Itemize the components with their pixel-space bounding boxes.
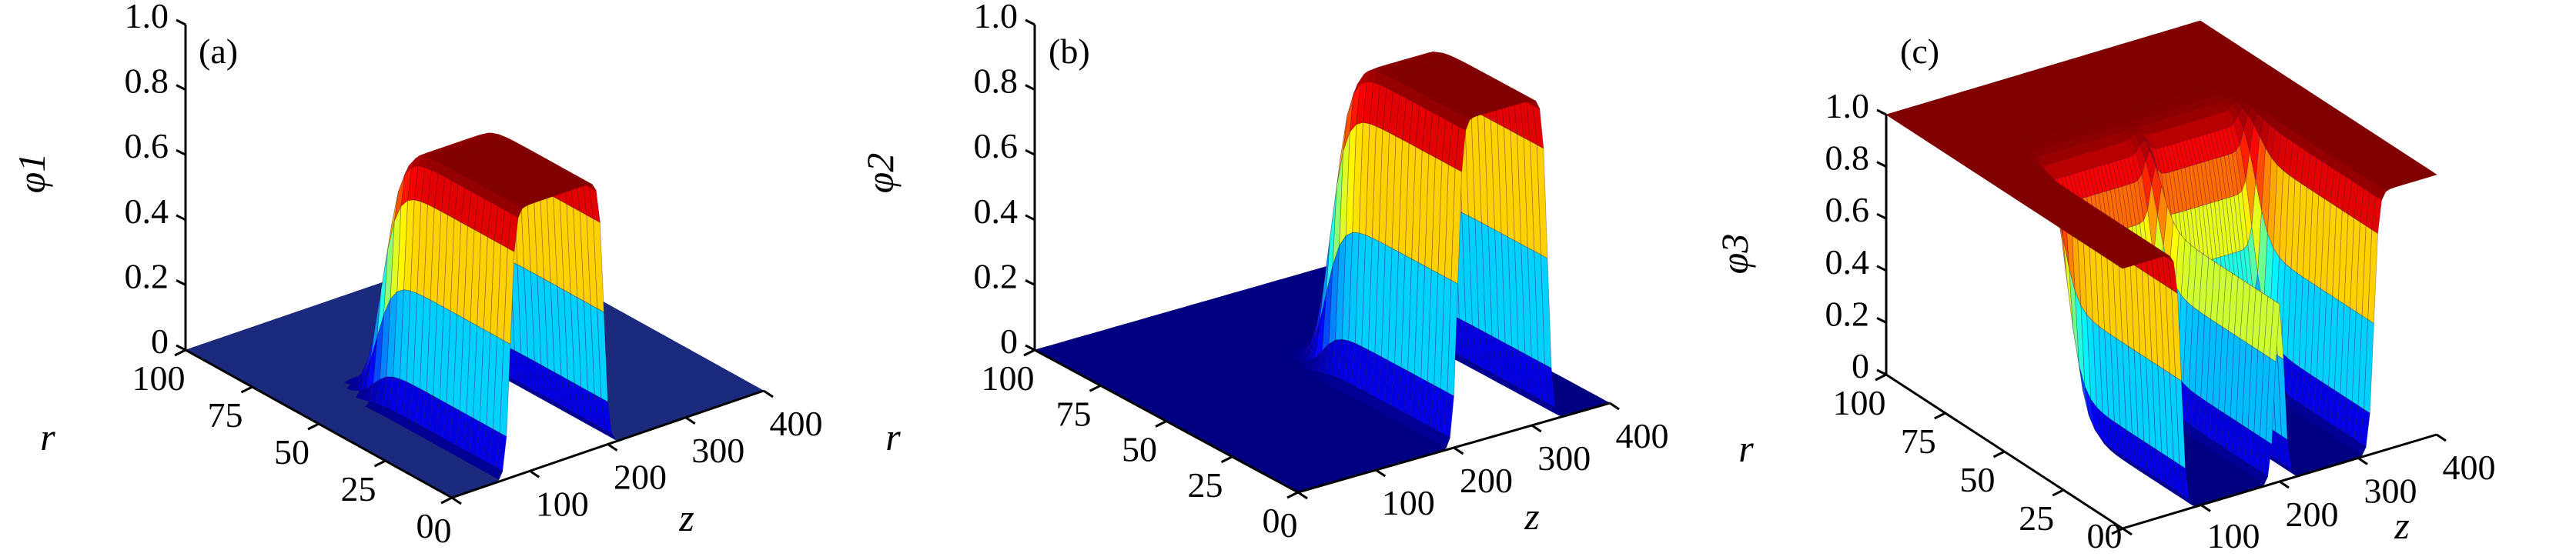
z-tick-label: 400	[770, 404, 823, 443]
r-axis-title: r	[40, 415, 55, 458]
z-tick-label: 300	[691, 431, 744, 470]
phi-tick	[176, 214, 186, 222]
phi-tick-label: 0.2	[125, 256, 169, 295]
z-tick-label: 0	[434, 511, 452, 550]
z-tick	[684, 416, 696, 425]
surface	[1034, 52, 1611, 493]
phi-tick	[176, 148, 186, 156]
r-tick-label: 100	[132, 358, 186, 398]
r-tick-label: 0	[417, 506, 434, 545]
panel-a: 00.20.40.60.81.002550751000100200300400(…	[10, 0, 823, 550]
phi-tick-label: 0.6	[125, 126, 169, 165]
z-tick-label: 100	[536, 484, 589, 523]
r-tick-label: 75	[208, 395, 243, 435]
phi-tick-label: 0.8	[125, 62, 169, 101]
r-tick	[307, 422, 319, 431]
r-tick	[174, 348, 186, 357]
panel-b: 00.20.40.60.81.002550751000100200300400(…	[858, 0, 1669, 545]
phi-tick	[176, 84, 186, 91]
phi-tick-label: 1.0	[125, 0, 169, 35]
phi-tick	[176, 18, 186, 26]
surface	[185, 132, 764, 498]
phi-tick	[176, 279, 186, 286]
phi-tick	[176, 344, 186, 352]
r-tick	[240, 385, 253, 394]
phi-tick-label: 0.4	[125, 192, 169, 231]
r-tick-label: 25	[341, 469, 376, 508]
z-tick	[529, 470, 540, 478]
phi-tick-label: 0	[151, 322, 169, 361]
z-tick-label: 200	[614, 458, 667, 497]
panel-label: (a)	[199, 32, 238, 71]
r-tick	[440, 496, 453, 505]
r-tick-label: 50	[274, 432, 309, 472]
r-tick	[373, 459, 386, 468]
phi-axis-title: φ1	[10, 153, 53, 194]
z-axis-title: z	[678, 496, 694, 539]
z-tick	[607, 443, 618, 452]
z-tick	[451, 496, 462, 505]
z-tick	[763, 389, 774, 398]
